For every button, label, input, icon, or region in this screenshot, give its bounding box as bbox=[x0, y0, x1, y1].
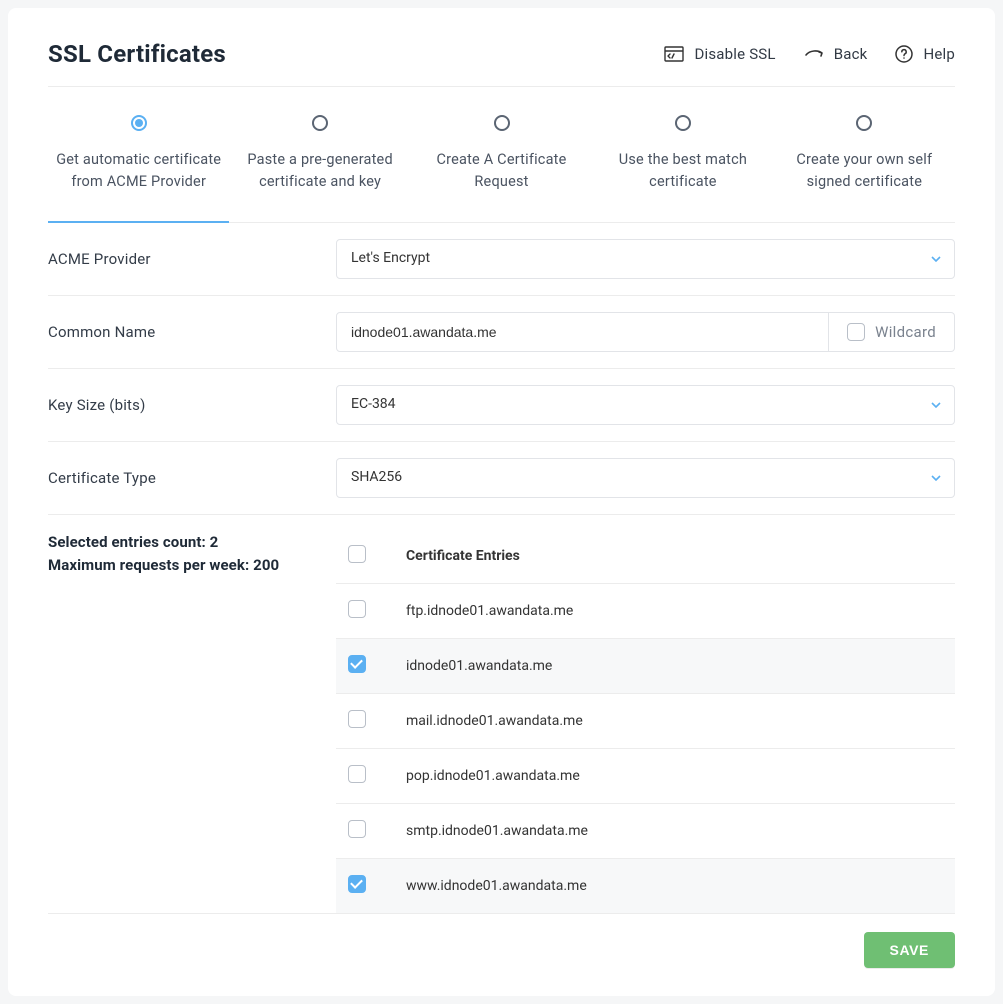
entry-row[interactable]: www.idnode01.awandata.me bbox=[336, 859, 955, 913]
help-label: Help bbox=[923, 45, 955, 63]
entry-row[interactable]: mail.idnode01.awandata.me bbox=[336, 694, 955, 749]
entry-row[interactable]: idnode01.awandata.me bbox=[336, 639, 955, 694]
entry-domain: www.idnode01.awandata.me bbox=[406, 878, 587, 894]
row-acme-provider: ACME Provider Let's Encrypt bbox=[48, 223, 955, 296]
entry-domain: smtp.idnode01.awandata.me bbox=[406, 823, 588, 839]
radio-icon bbox=[856, 115, 872, 131]
tab-option-2[interactable]: Create A Certificate Request bbox=[411, 115, 592, 222]
entry-row[interactable]: ftp.idnode01.awandata.me bbox=[336, 584, 955, 639]
radio-icon bbox=[675, 115, 691, 131]
wildcard-toggle[interactable]: Wildcard bbox=[829, 312, 955, 352]
entry-checkbox[interactable] bbox=[348, 820, 366, 838]
tab-option-1[interactable]: Paste a pre-generated certificate and ke… bbox=[229, 115, 410, 222]
entries-table: Certificate Entries ftp.idnode01.awandat… bbox=[336, 529, 955, 913]
disable-ssl-label: Disable SSL bbox=[694, 45, 775, 63]
cert-type-label: Certificate Type bbox=[48, 469, 336, 487]
back-arrow-icon bbox=[804, 47, 824, 61]
radio-icon bbox=[131, 115, 147, 131]
tab-option-3[interactable]: Use the best match certificate bbox=[592, 115, 773, 222]
header-actions: Disable SSL Back Help bbox=[664, 45, 955, 63]
entry-domain: ftp.idnode01.awandata.me bbox=[406, 603, 573, 619]
tab-label: Use the best match certificate bbox=[600, 149, 765, 194]
key-size-value: EC-384 bbox=[351, 396, 396, 412]
tab-label: Create A Certificate Request bbox=[419, 149, 584, 194]
entries-summary: Selected entries count: 2 Maximum reques… bbox=[48, 529, 336, 913]
entry-checkbox[interactable] bbox=[348, 765, 366, 783]
cert-type-value: SHA256 bbox=[351, 469, 402, 485]
key-size-label: Key Size (bits) bbox=[48, 396, 336, 414]
entry-domain: mail.idnode01.awandata.me bbox=[406, 713, 583, 729]
entry-checkbox[interactable] bbox=[348, 710, 366, 728]
radio-icon bbox=[312, 115, 328, 131]
form-footer: SAVE bbox=[48, 914, 955, 968]
tab-label: Create your own self signed certificate bbox=[782, 149, 947, 194]
wildcard-label: Wildcard bbox=[875, 323, 936, 341]
method-tabs: Get automatic certificate from ACME Prov… bbox=[48, 87, 955, 223]
acme-provider-label: ACME Provider bbox=[48, 250, 336, 268]
select-all-checkbox[interactable] bbox=[348, 545, 366, 563]
entry-row[interactable]: pop.idnode01.awandata.me bbox=[336, 749, 955, 804]
save-button[interactable]: SAVE bbox=[864, 932, 956, 968]
page-header: SSL Certificates Disable SSL Back bbox=[48, 40, 955, 87]
help-button[interactable]: Help bbox=[895, 45, 955, 63]
acme-provider-value: Let's Encrypt bbox=[351, 250, 430, 266]
help-icon bbox=[895, 45, 913, 63]
row-cert-type: Certificate Type SHA256 bbox=[48, 442, 955, 515]
common-name-input[interactable] bbox=[336, 312, 829, 352]
entry-checkbox[interactable] bbox=[348, 655, 366, 673]
back-label: Back bbox=[834, 45, 868, 63]
tab-label: Paste a pre-generated certificate and ke… bbox=[237, 149, 402, 194]
page-title: SSL Certificates bbox=[48, 40, 226, 68]
radio-icon bbox=[494, 115, 510, 131]
row-key-size: Key Size (bits) EC-384 bbox=[48, 369, 955, 442]
entries-header-row: Certificate Entries bbox=[336, 529, 955, 584]
common-name-label: Common Name bbox=[48, 323, 336, 341]
entry-checkbox[interactable] bbox=[348, 600, 366, 618]
back-button[interactable]: Back bbox=[804, 45, 868, 63]
selected-count-text: Selected entries count: 2 bbox=[48, 531, 336, 554]
row-common-name: Common Name Wildcard bbox=[48, 296, 955, 369]
acme-provider-select[interactable]: Let's Encrypt bbox=[336, 239, 955, 279]
entries-header-label: Certificate Entries bbox=[406, 548, 520, 564]
ssl-card: SSL Certificates Disable SSL Back bbox=[8, 8, 995, 996]
entry-domain: idnode01.awandata.me bbox=[406, 658, 552, 674]
entry-domain: pop.idnode01.awandata.me bbox=[406, 768, 580, 784]
disable-ssl-button[interactable]: Disable SSL bbox=[664, 45, 775, 63]
tab-option-4[interactable]: Create your own self signed certificate bbox=[774, 115, 955, 222]
wildcard-checkbox[interactable] bbox=[847, 323, 865, 341]
cert-type-select[interactable]: SHA256 bbox=[336, 458, 955, 498]
tab-option-0[interactable]: Get automatic certificate from ACME Prov… bbox=[48, 115, 229, 222]
entries-section: Selected entries count: 2 Maximum reques… bbox=[48, 515, 955, 914]
entry-row[interactable]: smtp.idnode01.awandata.me bbox=[336, 804, 955, 859]
key-size-select[interactable]: EC-384 bbox=[336, 385, 955, 425]
code-off-icon bbox=[664, 46, 684, 62]
tab-label: Get automatic certificate from ACME Prov… bbox=[56, 149, 221, 194]
max-requests-text: Maximum requests per week: 200 bbox=[48, 554, 336, 577]
entry-checkbox[interactable] bbox=[348, 875, 366, 893]
